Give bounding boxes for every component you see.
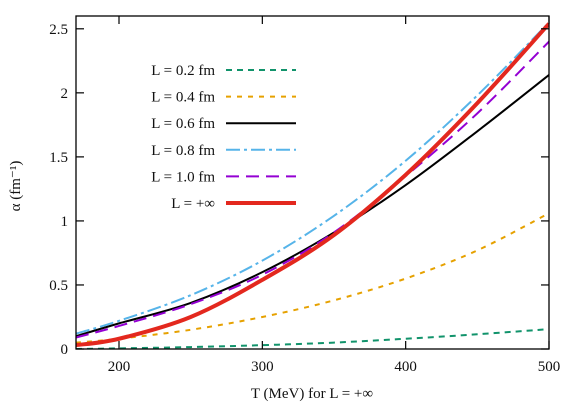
series-line-l-0-8-fm	[76, 21, 549, 335]
x-axis-ticks: 200 300 400 500	[108, 16, 561, 375]
plot-frame	[75, 15, 550, 350]
y-tick-label: 2.5	[49, 22, 68, 38]
legend-label: L = +∞	[171, 196, 215, 212]
y-tick-label: 1.5	[49, 150, 68, 166]
y-tick-label: 1	[61, 214, 69, 230]
legend-label: L = 0.2 fm	[151, 63, 215, 79]
legend: L = 0.2 fm L = 0.4 fm L = 0.6 fm L = 0.8 fm…	[151, 63, 296, 212]
x-tick-label: 300	[251, 359, 274, 375]
series-line-l-0-6-fm	[76, 74, 549, 338]
x-tick-label: 500	[538, 359, 561, 375]
x-tick-label: 400	[394, 359, 417, 375]
y-tick-label: 2	[61, 86, 69, 102]
series-line-l-1-0-fm	[76, 40, 549, 339]
series-line-l-0-2-fm	[76, 328, 549, 349]
y-tick-label: 0.5	[49, 278, 68, 294]
legend-label: L = 0.4 fm	[151, 90, 215, 106]
x-axis-title: T (MeV) for L = +∞	[251, 386, 373, 402]
x-tick-label: 200	[108, 359, 131, 375]
series-curves	[76, 21, 549, 349]
legend-label: L = 0.8 fm	[151, 143, 215, 159]
y-axis-title: α (fm⁻¹)	[8, 161, 24, 212]
legend-label: L = 0.6 fm	[151, 116, 215, 132]
y-tick-label: 0	[61, 342, 69, 358]
series-line-l	[76, 22, 549, 348]
legend-label: L = 1.0 fm	[151, 169, 215, 185]
plot-frame-rect	[75, 15, 550, 350]
y-axis-ticks: 0 0.5 1 1.5 2 2.5	[49, 22, 549, 358]
series-line-l-0-4-fm	[76, 212, 549, 344]
